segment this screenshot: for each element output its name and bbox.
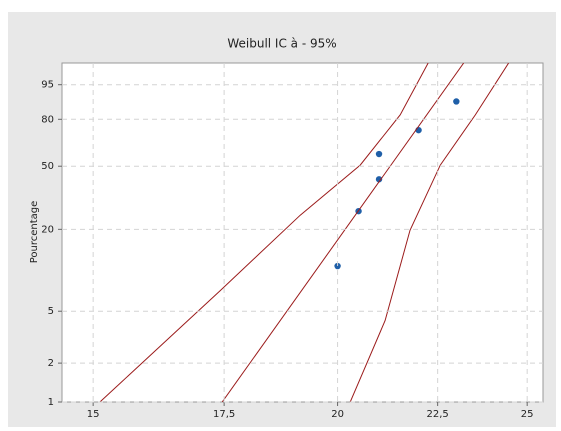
fit-line <box>99 63 429 402</box>
y-tick-label: 1 <box>48 397 54 408</box>
y-tick-label: 50 <box>41 161 54 172</box>
data-point <box>453 98 460 105</box>
x-tick-label: 25 <box>521 409 534 420</box>
fit-line <box>349 63 510 402</box>
y-tick-label: 20 <box>41 224 54 235</box>
data-point <box>375 150 383 158</box>
data-point <box>375 176 383 183</box>
x-tick-label: 15 <box>87 409 100 420</box>
data-point <box>334 262 341 270</box>
x-tick-label: 20 <box>331 409 344 420</box>
plot-area <box>61 62 544 403</box>
x-tick-label: 22,5 <box>427 409 449 420</box>
y-tick-label: 5 <box>48 306 54 317</box>
y-tick-label: 2 <box>48 358 54 369</box>
y-tick-label: 80 <box>41 114 54 125</box>
chart-title: Weibull IC à - 95% <box>227 37 336 51</box>
x-tick-label: 17,5 <box>213 409 235 420</box>
y-axis-label: Pourcentage <box>29 201 40 264</box>
y-tick-label: 95 <box>41 80 54 91</box>
